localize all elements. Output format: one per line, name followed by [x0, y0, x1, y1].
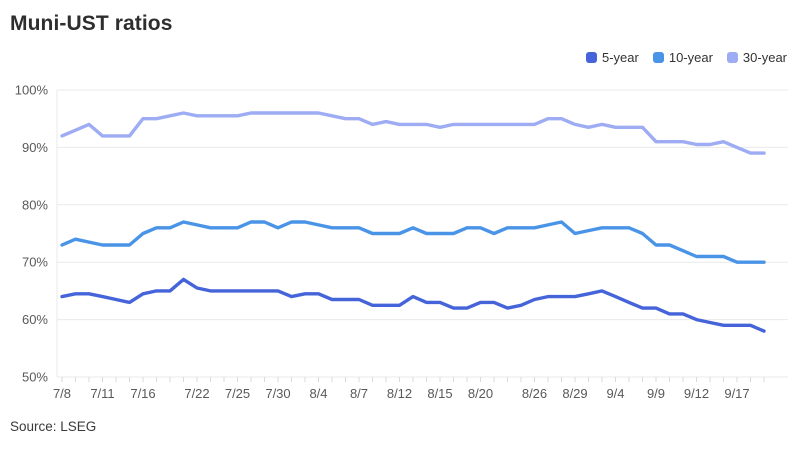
- legend-item-10-year[interactable]: 10-year: [652, 50, 713, 65]
- x-axis-label: 8/26: [522, 386, 547, 401]
- x-axis-label: 8/20: [468, 386, 493, 401]
- legend-item-30-year[interactable]: 30-year: [726, 50, 787, 65]
- x-axis-label: 7/30: [265, 386, 290, 401]
- series-line-30-year: [60, 111, 766, 155]
- x-axis-label: 9/17: [724, 386, 749, 401]
- y-axis-label: 60%: [22, 312, 48, 327]
- legend-swatch-10-year: [652, 52, 664, 63]
- legend-label-30-year: 30-year: [742, 50, 787, 65]
- source-note: Source: LSEG: [10, 419, 97, 434]
- y-axis-label: 90%: [22, 140, 48, 155]
- legend-label-10-year: 10-year: [668, 50, 713, 65]
- x-axis-label: 8/29: [562, 386, 587, 401]
- x-axis-label: 8/7: [350, 386, 368, 401]
- legend-swatch-30-year: [726, 52, 738, 63]
- x-axis-label: 8/12: [387, 386, 412, 401]
- series-line-10-year: [60, 220, 766, 264]
- series-line-5-year: [60, 277, 766, 333]
- x-axis-label: 9/12: [684, 386, 709, 401]
- y-axis-label: 70%: [22, 255, 48, 270]
- legend-label-5-year: 5-year: [601, 50, 639, 65]
- x-axis-label: 7/11: [90, 386, 114, 401]
- legend: 5-year 10-year 30-year: [585, 50, 787, 65]
- legend-item-5-year[interactable]: 5-year: [585, 50, 639, 65]
- x-axis-label: 9/9: [647, 386, 665, 401]
- x-axis-label: 7/25: [225, 386, 250, 401]
- x-axis-label: 7/22: [184, 386, 209, 401]
- x-axis-label: 8/15: [427, 386, 452, 401]
- x-axis-label: 7/16: [130, 386, 155, 401]
- y-axis-label: 100%: [15, 83, 49, 98]
- x-axis-label: 8/4: [309, 386, 327, 401]
- y-axis-label: 80%: [22, 197, 48, 212]
- legend-swatch-5-year: [585, 52, 597, 63]
- plot-area: 100% 90% 80% 70% 60% 50% 7/8 7/11 7/16 7/22 7/25 7/…: [0, 72, 800, 417]
- line-chart: 100% 90% 80% 70% 60% 50% 7/8 7/11 7/16 7/22 7/25 7/…: [15, 83, 788, 401]
- y-axis-label: 50%: [22, 370, 48, 385]
- x-axis-label: 9/4: [606, 386, 624, 401]
- x-axis-label: 7/8: [53, 386, 71, 401]
- chart-title: Muni-UST ratios: [10, 12, 173, 35]
